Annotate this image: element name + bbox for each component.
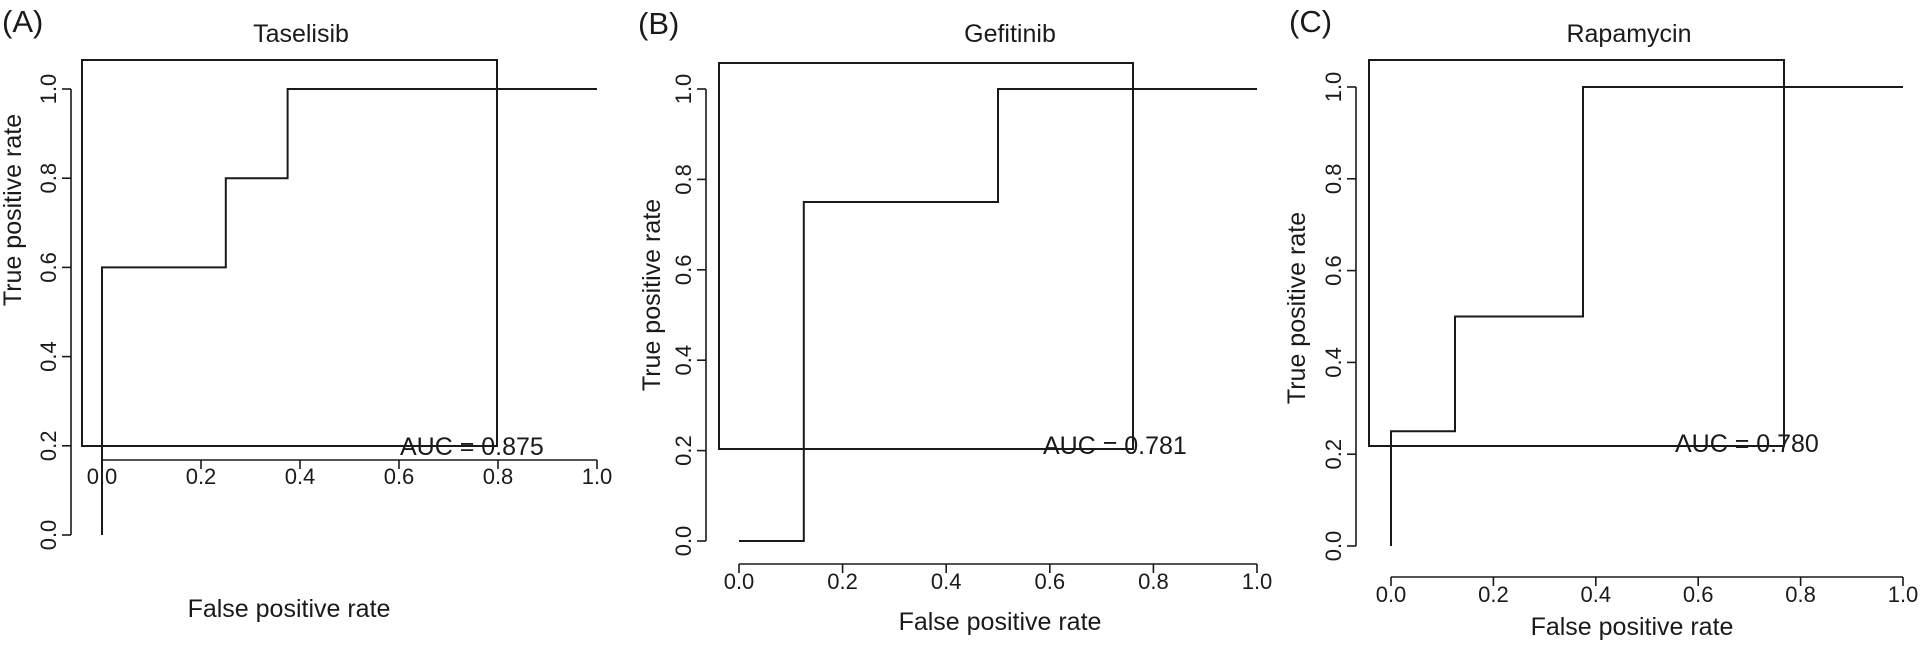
panel-b-x-tick-label-4: 0.8 xyxy=(1138,569,1169,594)
panel-b-y-ticks: 0.0 0.2 0.4 0.6 0.8 1.0 xyxy=(671,74,706,557)
panel-b-y-tick-label-5: 1.0 xyxy=(671,74,696,105)
panel-b: (B) Gefitinib False positive rate True p… xyxy=(638,6,1272,636)
panel-a-plot-frame xyxy=(81,59,498,447)
panel-a: (A) Taselisib False positive rate True p… xyxy=(0,4,612,623)
panel-c-y-axis-title: True positive rate xyxy=(1283,212,1311,404)
panel-a-x-tick-label-2: 0.4 xyxy=(285,464,316,489)
panel-b-x-tick-label-0: 0.0 xyxy=(724,569,755,594)
panel-a-title: Taselisib xyxy=(253,20,349,48)
panel-a-y-axis-title: True positive rate xyxy=(0,114,27,306)
panel-a-y-tick-label-4: 0.8 xyxy=(36,163,61,194)
panel-a-auc-annotation: AUC = 0.875 xyxy=(400,433,544,461)
panel-a-x-tick-label-4: 0.8 xyxy=(483,464,514,489)
panel-a-y-tick-label-2: 0.4 xyxy=(36,341,61,372)
panel-c-y-tick-label-0: 0.0 xyxy=(1321,531,1346,562)
panel-b-x-axis-title: False positive rate xyxy=(899,608,1102,636)
panel-c-y-ticks: 0.0 0.2 0.4 0.6 0.8 1.0 xyxy=(1321,72,1356,562)
panel-b-y-tick-label-3: 0.6 xyxy=(671,255,696,286)
panel-c-x-tick-label-4: 0.8 xyxy=(1785,582,1816,607)
panel-c-roc-curve xyxy=(1390,86,1903,546)
panel-c-x-tick-label-1: 0.2 xyxy=(1478,582,1509,607)
panel-b-label: (B) xyxy=(638,6,679,41)
panel-b-title: Gefitinib xyxy=(964,20,1056,48)
panel-a-y-tick-label-1: 0.2 xyxy=(36,431,61,462)
panel-b-y-tick-label-0: 0.0 xyxy=(671,526,696,557)
panel-a-label: (A) xyxy=(2,4,43,39)
panel-c-label: (C) xyxy=(1289,4,1332,39)
panel-c-y-tick-label-1: 0.2 xyxy=(1321,439,1346,470)
panel-b-x-tick-label-3: 0.6 xyxy=(1035,569,1066,594)
panel-a-x-ticks: 0.0 0.2 0.4 0.6 0.8 1.0 xyxy=(87,460,613,489)
panel-a-y-tick-label-3: 0.6 xyxy=(36,252,61,283)
panel-c-y-tick-label-3: 0.6 xyxy=(1321,255,1346,286)
panel-b-y-tick-label-4: 0.8 xyxy=(671,164,696,195)
panel-c-x-tick-label-2: 0.4 xyxy=(1581,582,1612,607)
panel-b-y-tick-label-1: 0.2 xyxy=(671,435,696,466)
panel-c-auc-annotation: AUC = 0.780 xyxy=(1675,430,1819,458)
panel-b-auc-annotation: AUC = 0.781 xyxy=(1043,432,1187,460)
panel-b-roc-curve xyxy=(739,88,1257,542)
panel-c-y-tick-label-4: 0.8 xyxy=(1321,164,1346,195)
panel-b-x-ticks: 0.0 0.2 0.4 0.6 0.8 1.0 xyxy=(724,564,1273,594)
panel-b-plot-frame xyxy=(718,62,1134,450)
panel-c-x-tick-label-0: 0.0 xyxy=(1376,582,1407,607)
panel-a-y-tick-label-0: 0.0 xyxy=(36,520,61,551)
panel-c-x-tick-label-5: 1.0 xyxy=(1888,582,1919,607)
panel-a-x-axis-title: False positive rate xyxy=(188,595,391,623)
panel-b-x-tick-label-1: 0.2 xyxy=(827,569,858,594)
panel-a-y-ticks: 0.0 0.2 0.4 0.6 0.8 1.0 xyxy=(36,74,71,551)
panel-c-x-axis-title: False positive rate xyxy=(1531,613,1734,641)
panel-c-x-tick-label-3: 0.6 xyxy=(1683,582,1714,607)
panel-b-y-axis-title: True positive rate xyxy=(638,199,666,391)
panel-b-x-tick-label-2: 0.4 xyxy=(931,569,962,594)
panel-a-roc-curve xyxy=(101,88,597,535)
panel-c-y-tick-label-2: 0.4 xyxy=(1321,347,1346,378)
panel-c: (C) Rapamycin False positive rate True p… xyxy=(1283,4,1918,641)
panel-a-x-tick-label-1: 0.2 xyxy=(186,464,217,489)
panel-c-x-ticks: 0.0 0.2 0.4 0.6 0.8 1.0 xyxy=(1376,577,1919,607)
panel-a-y-tick-label-5: 1.0 xyxy=(36,74,61,105)
panel-b-y-tick-label-2: 0.4 xyxy=(671,345,696,376)
panel-a-x-tick-label-3: 0.6 xyxy=(384,464,415,489)
panel-c-title: Rapamycin xyxy=(1566,20,1691,48)
panel-c-y-tick-label-5: 1.0 xyxy=(1321,72,1346,103)
panel-b-x-tick-label-5: 1.0 xyxy=(1242,569,1273,594)
panel-c-plot-frame xyxy=(1368,59,1785,447)
panel-a-x-tick-label-5: 1.0 xyxy=(582,464,613,489)
